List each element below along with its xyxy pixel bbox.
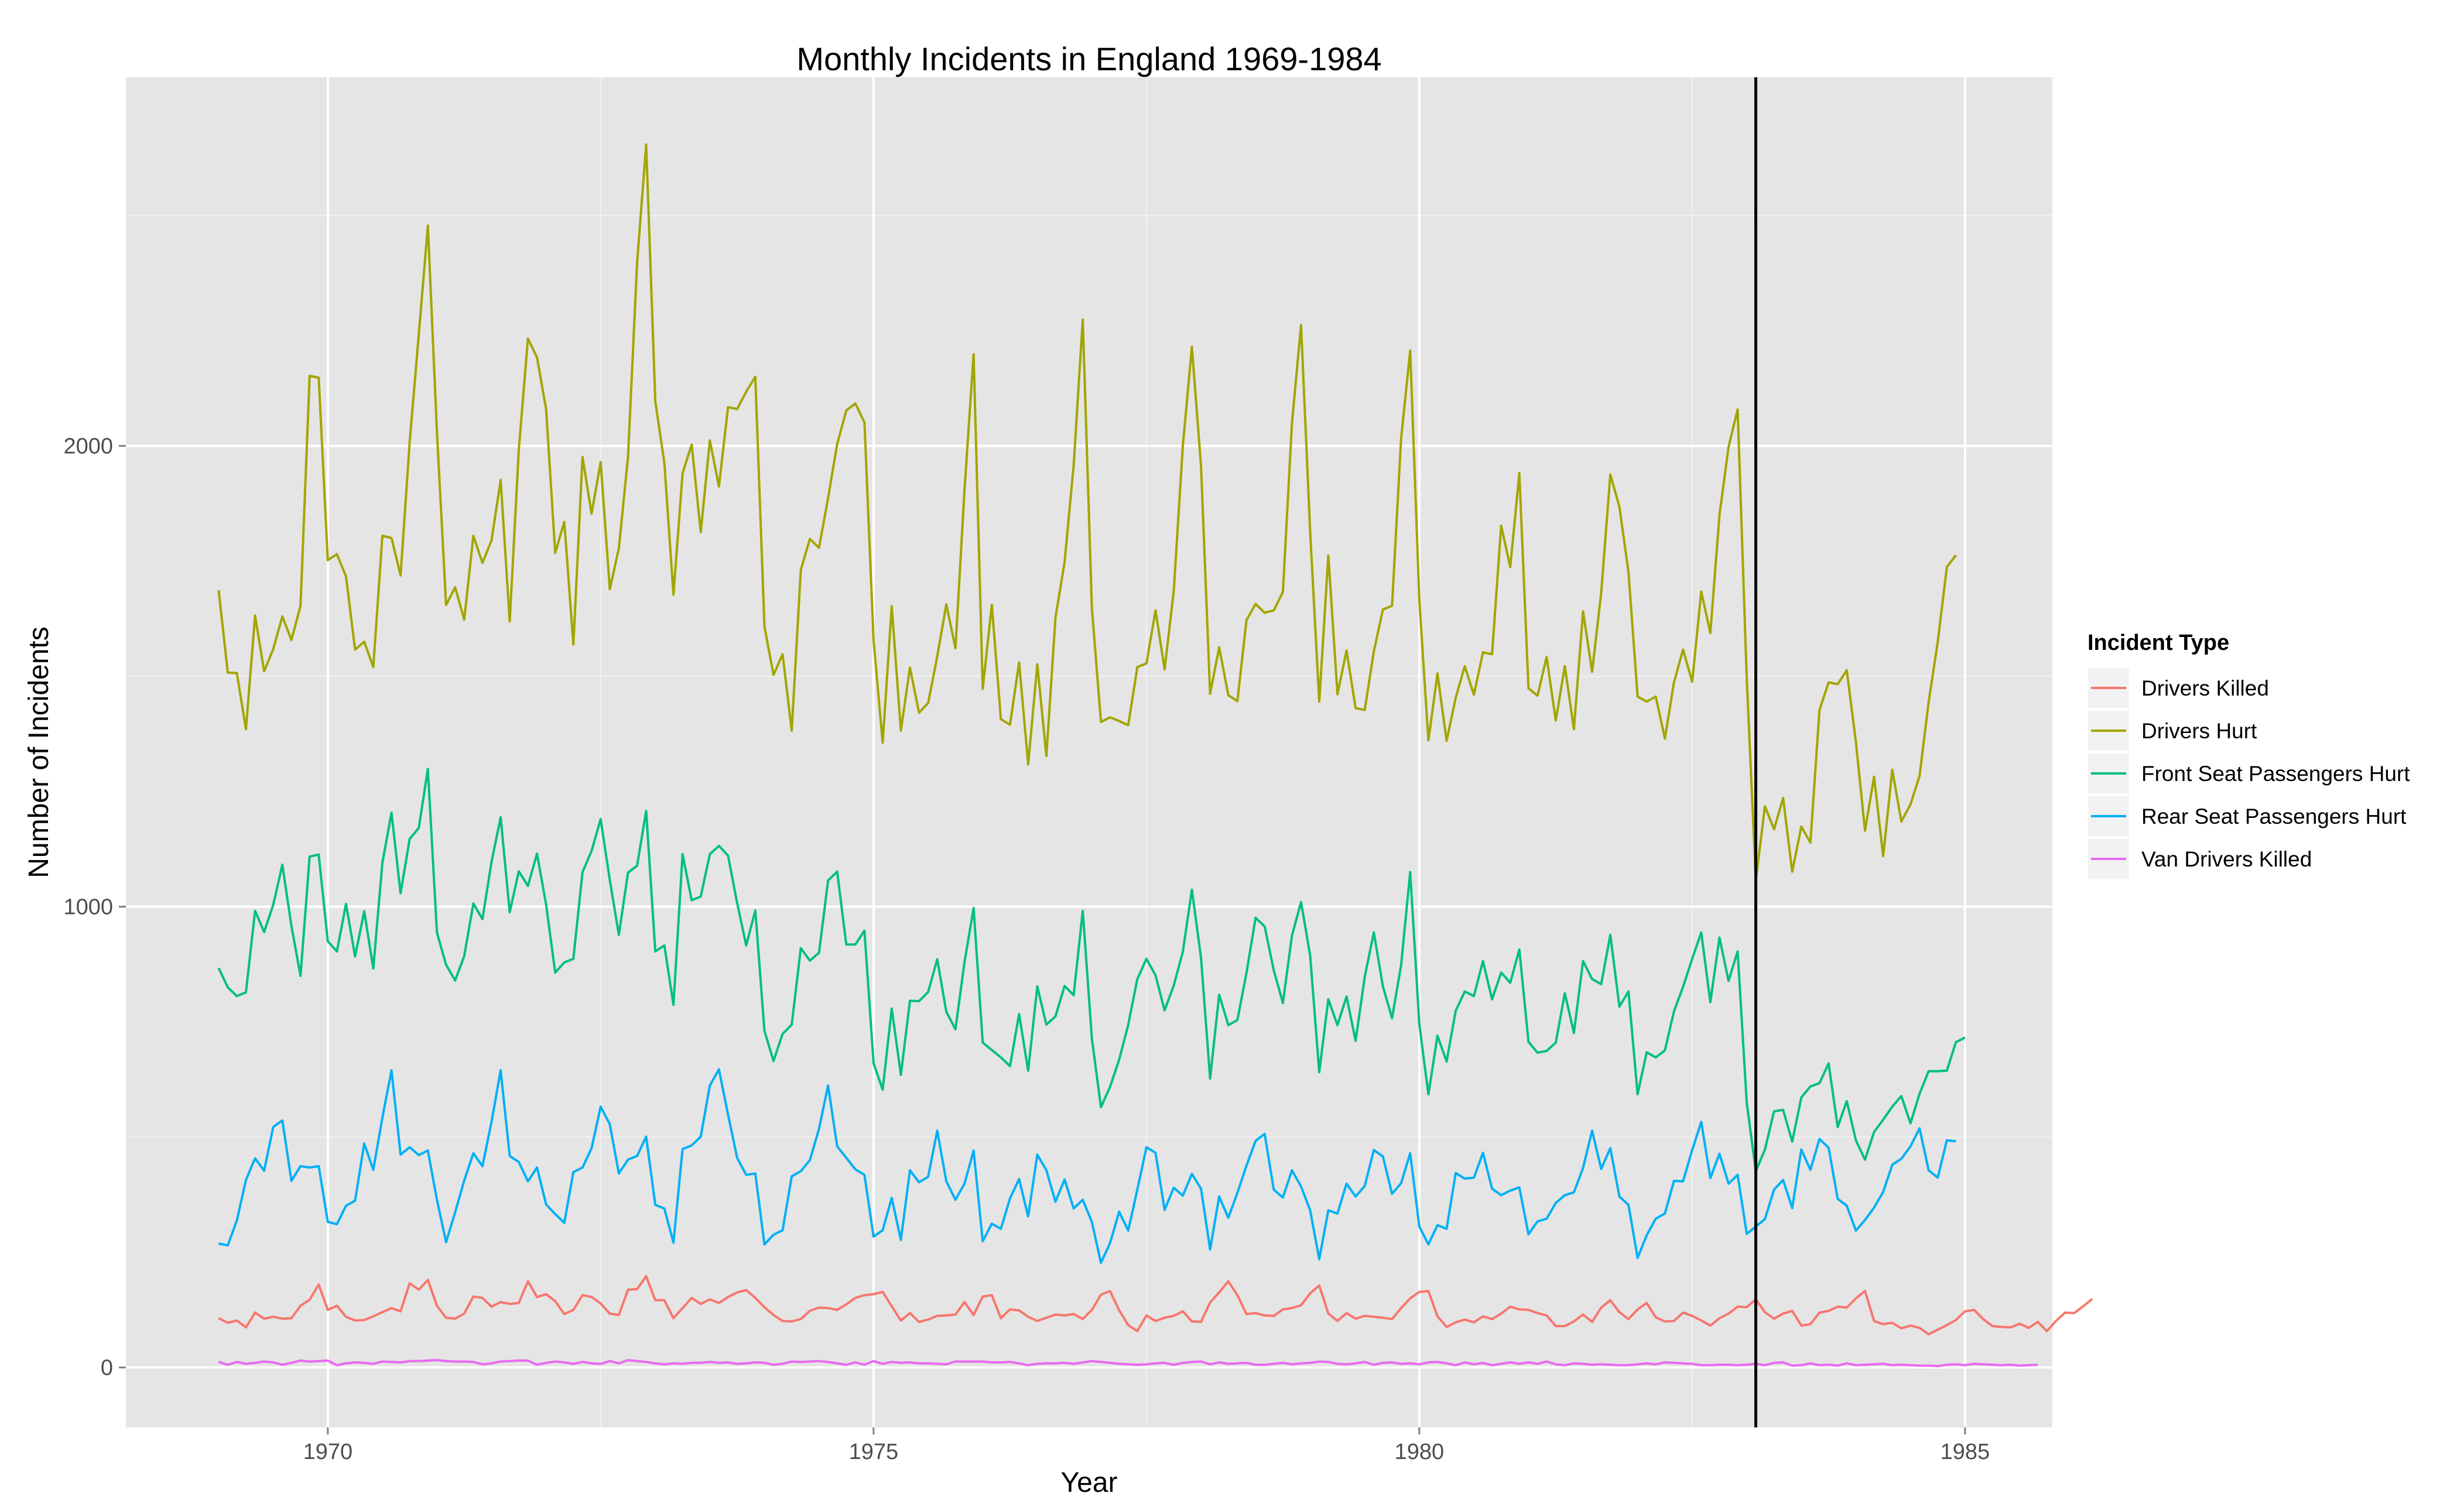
legend-label: Front Seat Passengers Hurt [2141, 762, 2410, 786]
series-line-4 [218, 1359, 2038, 1368]
plot-panel [126, 77, 2052, 1427]
legend: Incident Type Drivers Killed Drivers Hurt… [2087, 631, 2410, 880]
y-axis-title: Number of Incidents [23, 626, 54, 878]
y-tick-label: 2000 [63, 434, 113, 459]
x-axis-title: Year [1061, 1467, 1118, 1498]
y-tick-label: 0 [101, 1356, 113, 1381]
legend-title: Incident Type [2087, 631, 2229, 655]
x-tick-label: 1975 [849, 1440, 899, 1464]
axis-ticks: 1970 1975 1980 1985 0 1000 2000 [63, 434, 1990, 1464]
series-line-0 [218, 1275, 2093, 1335]
legend-label: Van Drivers Killed [2141, 847, 2312, 871]
x-tick-label: 1970 [303, 1440, 353, 1464]
legend-label: Drivers Hurt [2141, 719, 2257, 743]
series-line-1 [217, 143, 1957, 882]
series-line-2 [217, 768, 1966, 1173]
grid-lines [126, 77, 2052, 1427]
chart-title: Monthly Incidents in England 1969-1984 [796, 40, 1381, 77]
legend-label: Drivers Killed [2141, 676, 2269, 700]
legend-label: Rear Seat Passengers Hurt [2141, 804, 2407, 828]
series-lines [217, 143, 2093, 1368]
series-line-3 [218, 1068, 1956, 1264]
y-tick-label: 1000 [63, 895, 113, 920]
x-tick-label: 1980 [1395, 1440, 1445, 1464]
x-tick-label: 1985 [1941, 1440, 1990, 1464]
